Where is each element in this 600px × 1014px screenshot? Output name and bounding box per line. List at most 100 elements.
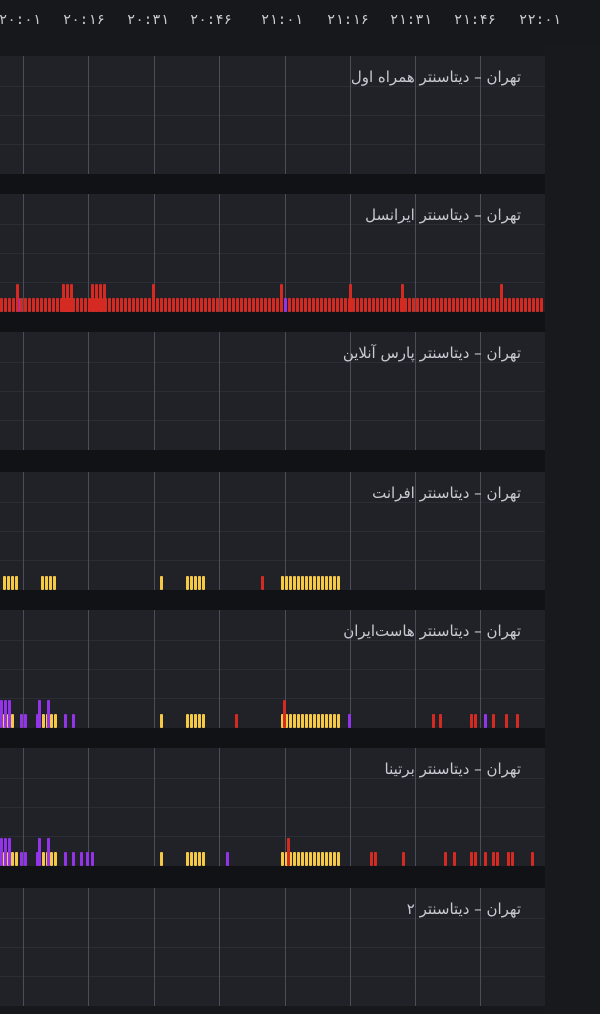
status-bar-yellow[interactable] — [50, 852, 53, 866]
status-bar-red[interactable] — [332, 298, 335, 312]
status-bar-purple[interactable] — [0, 838, 3, 866]
status-bar-red[interactable] — [416, 298, 419, 312]
status-bar-red[interactable] — [116, 298, 119, 312]
status-bar-yellow[interactable] — [325, 852, 328, 866]
status-bar-red[interactable] — [324, 298, 327, 312]
status-bar-red[interactable] — [496, 852, 499, 866]
status-bar-red[interactable] — [401, 284, 404, 312]
status-bar-red[interactable] — [208, 298, 211, 312]
status-bar-red[interactable] — [248, 298, 251, 312]
status-bar-red[interactable] — [156, 298, 159, 312]
status-bar-yellow[interactable] — [186, 576, 189, 590]
status-bar-yellow[interactable] — [333, 852, 336, 866]
status-bar-yellow[interactable] — [309, 714, 312, 728]
status-bar-yellow[interactable] — [49, 576, 52, 590]
status-bar-red[interactable] — [95, 284, 98, 312]
status-bar-purple[interactable] — [38, 700, 41, 728]
status-bar-red[interactable] — [32, 298, 35, 312]
status-bar-red[interactable] — [508, 298, 511, 312]
status-bar-red[interactable] — [336, 298, 339, 312]
status-bar-yellow[interactable] — [289, 852, 292, 866]
status-bar-red[interactable] — [232, 298, 235, 312]
status-bar-red[interactable] — [80, 298, 83, 312]
status-bar-red[interactable] — [91, 284, 94, 312]
status-bar-yellow[interactable] — [309, 576, 312, 590]
status-bar-yellow[interactable] — [11, 576, 14, 590]
status-bar-yellow[interactable] — [321, 714, 324, 728]
status-bar-purple[interactable] — [8, 700, 11, 728]
status-bar-red[interactable] — [531, 852, 534, 866]
status-bar-red[interactable] — [48, 298, 51, 312]
status-bar-yellow[interactable] — [11, 714, 14, 728]
status-bar-yellow[interactable] — [285, 576, 288, 590]
status-bar-red[interactable] — [264, 298, 267, 312]
status-bar-red[interactable] — [200, 298, 203, 312]
status-bar-yellow[interactable] — [329, 576, 332, 590]
status-bar-yellow[interactable] — [42, 714, 45, 728]
status-bar-red[interactable] — [476, 298, 479, 312]
status-bar-red[interactable] — [220, 298, 223, 312]
status-bar-red[interactable] — [112, 298, 115, 312]
status-bar-red[interactable] — [103, 284, 106, 312]
status-bar-yellow[interactable] — [293, 714, 296, 728]
status-bar-purple[interactable] — [47, 700, 50, 728]
status-bar-red[interactable] — [56, 298, 59, 312]
status-bar-red[interactable] — [16, 284, 19, 312]
status-bar-red[interactable] — [160, 298, 163, 312]
status-bar-red[interactable] — [144, 298, 147, 312]
status-bar-red[interactable] — [516, 298, 519, 312]
status-bar-red[interactable] — [308, 298, 311, 312]
status-bar-red[interactable] — [484, 298, 487, 312]
status-bar-purple[interactable] — [86, 852, 89, 866]
status-bar-red[interactable] — [360, 298, 363, 312]
status-bar-red[interactable] — [536, 298, 539, 312]
status-bar-red[interactable] — [424, 298, 427, 312]
status-bar-yellow[interactable] — [42, 852, 45, 866]
status-bar-red[interactable] — [272, 298, 275, 312]
status-bar-purple[interactable] — [284, 298, 287, 312]
status-bar-red[interactable] — [380, 298, 383, 312]
status-bar-purple[interactable] — [72, 714, 75, 728]
status-bar-yellow[interactable] — [7, 576, 10, 590]
status-bar-yellow[interactable] — [333, 576, 336, 590]
status-bar-red[interactable] — [524, 298, 527, 312]
status-bar-yellow[interactable] — [325, 714, 328, 728]
status-bar-yellow[interactable] — [202, 852, 205, 866]
status-bar-red[interactable] — [261, 576, 264, 590]
status-bar-yellow[interactable] — [321, 576, 324, 590]
status-bar-red[interactable] — [453, 852, 456, 866]
status-bar-red[interactable] — [444, 852, 447, 866]
status-bar-yellow[interactable] — [313, 714, 316, 728]
status-bar-yellow[interactable] — [285, 714, 288, 728]
status-bar-yellow[interactable] — [53, 576, 56, 590]
status-bar-yellow[interactable] — [297, 852, 300, 866]
status-bar-yellow[interactable] — [281, 852, 284, 866]
status-bar-yellow[interactable] — [54, 714, 57, 728]
status-bar-yellow[interactable] — [190, 576, 193, 590]
status-bar-red[interactable] — [36, 298, 39, 312]
status-bar-red[interactable] — [287, 838, 290, 866]
status-bar-red[interactable] — [268, 298, 271, 312]
status-bar-purple[interactable] — [47, 838, 50, 866]
status-bar-red[interactable] — [474, 714, 477, 728]
status-bar-yellow[interactable] — [317, 576, 320, 590]
status-bar-red[interactable] — [212, 298, 215, 312]
status-bar-red[interactable] — [280, 284, 283, 312]
status-bar-red[interactable] — [40, 298, 43, 312]
status-bar-red[interactable] — [252, 298, 255, 312]
status-bar-yellow[interactable] — [293, 852, 296, 866]
status-bar-red[interactable] — [456, 298, 459, 312]
status-bar-red[interactable] — [436, 298, 439, 312]
status-bar-red[interactable] — [320, 298, 323, 312]
status-bar-yellow[interactable] — [41, 576, 44, 590]
status-bar-yellow[interactable] — [317, 714, 320, 728]
status-bar-yellow[interactable] — [194, 714, 197, 728]
status-bar-yellow[interactable] — [313, 576, 316, 590]
status-bar-yellow[interactable] — [54, 852, 57, 866]
status-bar-red[interactable] — [228, 298, 231, 312]
status-bar-red[interactable] — [224, 298, 227, 312]
status-bar-purple[interactable] — [38, 838, 41, 866]
status-bar-yellow[interactable] — [186, 714, 189, 728]
status-bar-red[interactable] — [148, 298, 151, 312]
status-bar-red[interactable] — [507, 852, 510, 866]
